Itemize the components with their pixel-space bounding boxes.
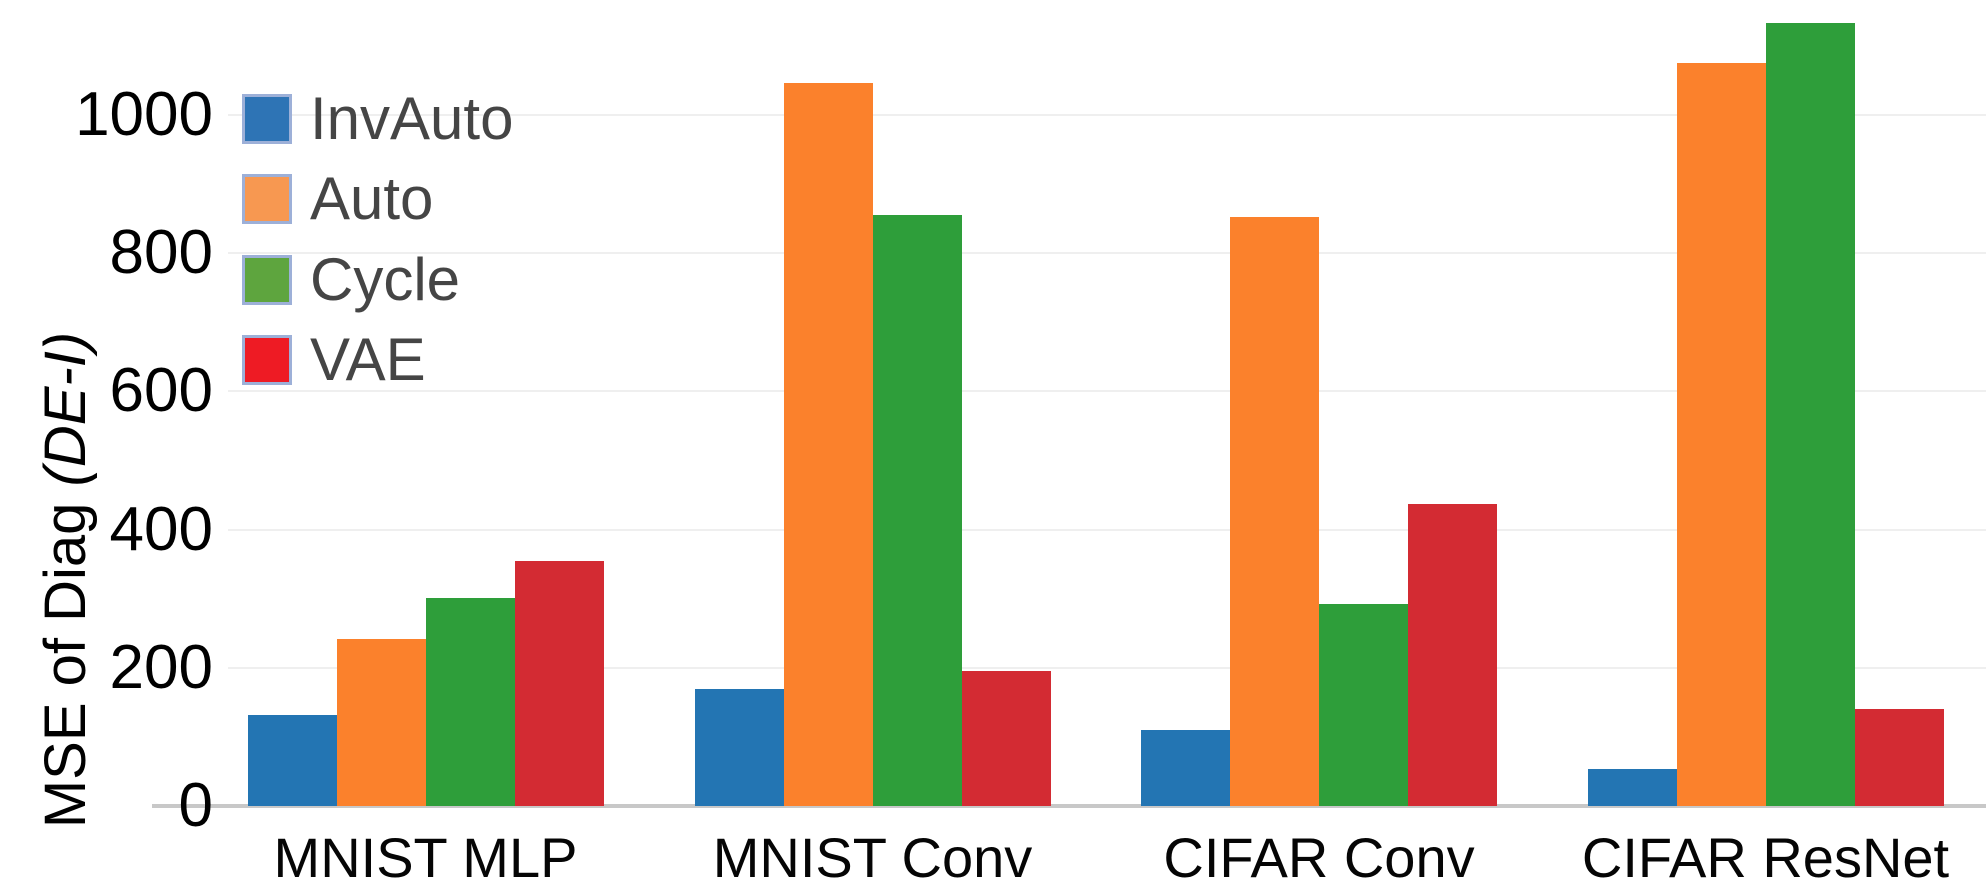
gridline-800 — [228, 252, 1986, 255]
legend-swatch-cycle — [242, 254, 292, 305]
legend-swatch-vae — [242, 334, 292, 385]
bar-cycle-cifar-conv — [1319, 604, 1408, 806]
bar-invauto-cifar-resnet — [1587, 769, 1677, 806]
bar-auto-mnist-mlp — [336, 638, 426, 806]
x-tick-label-cifar-resnet: CIFAR ResNet — [1581, 826, 1950, 889]
bar-auto-cifar-conv — [1230, 216, 1319, 806]
x-tick-label-cifar-conv: CIFAR Conv — [1163, 826, 1475, 889]
legend-label-cycle: Cycle — [310, 245, 461, 313]
bar-cycle-cifar-resnet — [1765, 23, 1855, 806]
bar-vae-mnist-conv — [961, 670, 1051, 806]
bar-cycle-mnist-conv — [872, 215, 962, 806]
legend-row-invauto: InvAuto — [242, 85, 514, 152]
legend-row-cycle: Cycle — [242, 245, 461, 313]
legend-label-vae: VAE — [310, 325, 426, 393]
gridline-200 — [228, 666, 1986, 669]
legend-row-auto: Auto — [242, 165, 434, 233]
x-tick-label-mnist-conv: MNIST Conv — [712, 826, 1033, 889]
x-axis-baseline — [152, 804, 1986, 808]
y-tick-label-1000: 1000 — [75, 80, 213, 149]
y-tick-label-800: 800 — [109, 218, 213, 288]
bar-invauto-mnist-mlp — [247, 714, 337, 806]
y-tick-label-0: 0 — [178, 771, 213, 840]
y-tick-label-600: 600 — [109, 356, 213, 426]
y-tick-label-400: 400 — [109, 494, 213, 564]
bar-vae-cifar-resnet — [1854, 708, 1944, 806]
y-tick-label-200: 200 — [109, 632, 213, 702]
gridline-400 — [228, 528, 1986, 531]
bar-auto-cifar-resnet — [1676, 63, 1766, 806]
x-tick-label-mnist-mlp: MNIST MLP — [273, 826, 578, 889]
bar-vae-cifar-conv — [1408, 504, 1497, 806]
bar-auto-mnist-conv — [783, 82, 873, 806]
legend-row-vae: VAE — [242, 325, 426, 393]
gridline-600 — [228, 390, 1986, 393]
legend-label-auto: Auto — [310, 165, 434, 233]
legend-swatch-invauto — [242, 94, 292, 144]
bar-cycle-mnist-mlp — [425, 598, 515, 806]
bar-invauto-cifar-conv — [1141, 730, 1230, 806]
bar-invauto-mnist-conv — [694, 688, 784, 806]
gridline-1000 — [228, 114, 1986, 116]
bar-vae-mnist-mlp — [514, 560, 604, 806]
legend-swatch-auto — [242, 174, 292, 225]
legend-label-invauto: InvAuto — [310, 85, 514, 152]
